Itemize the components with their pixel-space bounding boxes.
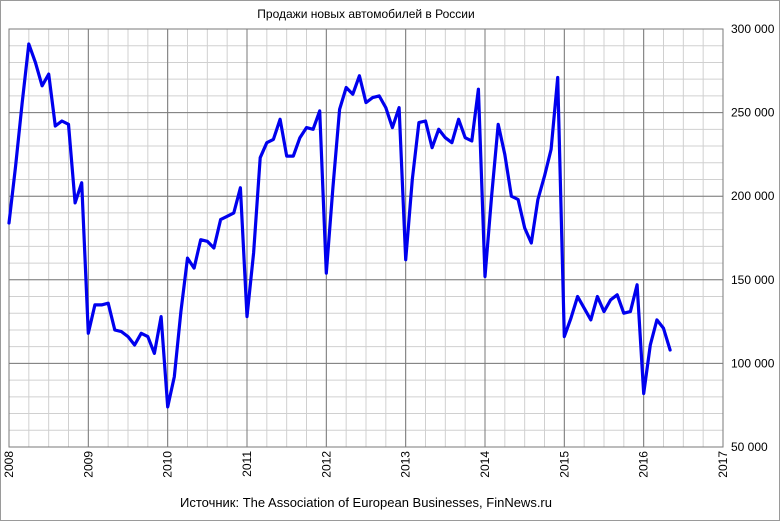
- x-tick-label: 2010: [161, 451, 175, 478]
- x-tick-label: 2012: [319, 451, 333, 478]
- chart-source: Источник: The Association of European Bu…: [180, 495, 552, 510]
- x-tick-label: 2014: [478, 451, 492, 478]
- x-tick-label: 2015: [557, 451, 571, 478]
- x-tick-label: 2011: [240, 451, 254, 477]
- x-tick-label: 2008: [2, 451, 16, 478]
- x-tick-label: 2016: [637, 451, 651, 478]
- x-tick-label: 2017: [716, 451, 730, 478]
- x-tick-label: 2009: [81, 451, 95, 478]
- y-tick-label: 100 000: [731, 356, 775, 370]
- y-tick-label: 50 000: [731, 440, 768, 454]
- y-tick-label: 200 000: [731, 189, 775, 203]
- chart-title: Продажи новых автомобилей в России: [257, 7, 475, 21]
- y-tick-label: 150 000: [731, 273, 775, 287]
- x-tick-label: 2013: [399, 451, 413, 478]
- plot-border: [8, 28, 724, 448]
- y-tick-label: 250 000: [731, 106, 775, 120]
- y-tick-label: 300 000: [731, 22, 775, 36]
